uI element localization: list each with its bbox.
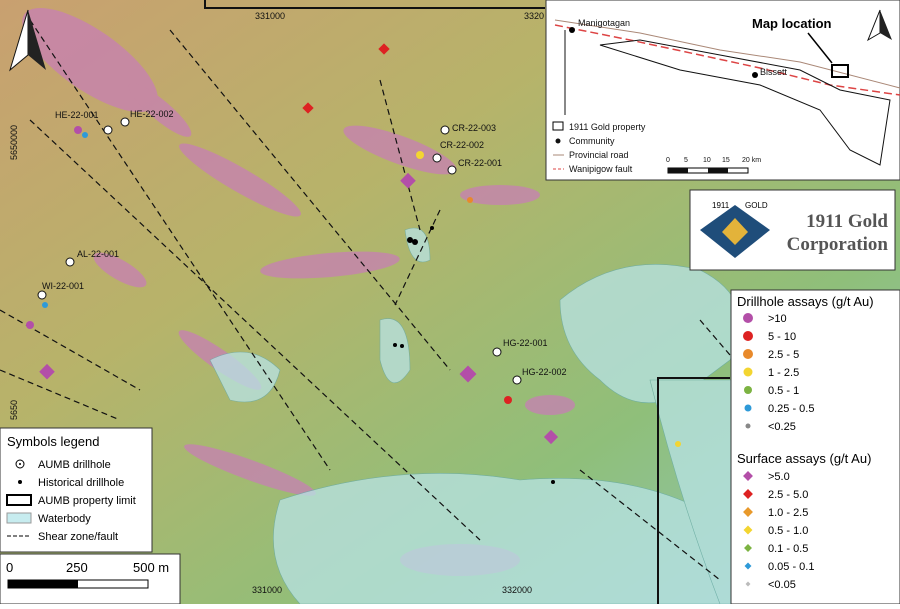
legend-item: 0.25 - 0.5 (768, 403, 814, 415)
legend-symbol (743, 331, 753, 341)
drillhole-label: HG-22-002 (522, 367, 567, 377)
legend-item: <0.25 (768, 421, 796, 433)
grid-label: 331000 (255, 11, 285, 21)
legend-item: <0.05 (768, 579, 796, 591)
symbols-legend: Symbols legend AUMB drillhole Historical… (0, 427, 153, 553)
legend-item: 2.5 - 5.0 (768, 489, 808, 501)
legend-title: Surface assays (g/t Au) (737, 451, 871, 466)
scale-label: 0 (666, 157, 670, 164)
grid-label: 3320 (524, 11, 544, 21)
legend-symbol (743, 507, 753, 517)
legend-title: Drillhole assays (g/t Au) (737, 294, 874, 309)
logo-text: 1911 (712, 201, 730, 210)
legend-symbol (745, 423, 751, 429)
company-name: Corporation (787, 234, 889, 255)
faults (0, 19, 761, 581)
legend-symbol (743, 489, 753, 499)
drillhole-collars (37, 117, 522, 385)
grid-label: 5650 (9, 400, 19, 420)
north-arrow (9, 9, 46, 72)
scale-label: 5 (684, 157, 688, 164)
scale-label: 15 (722, 157, 730, 164)
legend-item: 1 - 2.5 (768, 367, 799, 379)
legend-item: Shear zone/fault (38, 531, 118, 543)
legend-symbol (743, 367, 753, 377)
drillhole-label: WI-22-001 (42, 281, 84, 291)
legend-item: AUMB drillhole (38, 459, 111, 471)
legend-item: 5 - 10 (768, 331, 796, 343)
legend-title: Symbols legend (7, 434, 100, 449)
drillhole-label: CR-22-001 (458, 158, 502, 168)
scale-label: 0 (6, 560, 13, 575)
callout: Map location (752, 16, 832, 31)
scale-label: 20 km (742, 157, 761, 164)
drillhole-label: CR-22-002 (440, 140, 484, 150)
drillhole-label: HE-22-001 (55, 110, 99, 120)
legend-item: AUMB property limit (38, 495, 136, 507)
legend-item: >10 (768, 313, 787, 325)
legend-item: Provincial road (569, 150, 629, 160)
place-label: Manigotagan (578, 18, 630, 28)
scale-label: 250 (66, 560, 88, 575)
legend-item: 2.5 - 5 (768, 349, 799, 361)
legend-item: 1.0 - 2.5 (768, 507, 808, 519)
drillhole-label: HE-22-002 (130, 109, 174, 119)
drillhole-label: HG-22-001 (503, 338, 548, 348)
legend-item: Waterbody (38, 513, 91, 525)
legend-item: 0.1 - 0.5 (768, 543, 808, 555)
assay-legend: Drillhole assays (g/t Au) >10 5 - 10 2.5 -… (730, 289, 900, 605)
scale-label: 10 (703, 157, 711, 164)
legend-symbol (744, 386, 752, 394)
legend-item: 0.5 - 1 (768, 385, 799, 397)
inset-map: Manigotagan Bissett Map location 1911 Go… (545, 0, 900, 181)
drillhole-label: CR-22-003 (452, 123, 496, 133)
grid-label: 332000 (502, 585, 532, 595)
legend-symbol (743, 471, 753, 481)
legend-item: Wanipigow fault (569, 164, 633, 174)
legend-symbol (745, 581, 751, 587)
scale-bar: 0 250 500 m (0, 553, 181, 605)
drillhole-label: AL-22-001 (77, 249, 119, 259)
legend-symbol (743, 349, 753, 359)
drillhole-labels: HE-22-001 HE-22-002 CR-22-003 CR-22-002 … (42, 109, 567, 377)
logo: 1911 GOLD 1911 Gold Corporation (689, 189, 896, 271)
legend-item: 1911 Gold property (569, 122, 646, 132)
legend-item: Community (569, 136, 615, 146)
legend-item: Historical drillhole (38, 477, 124, 489)
legend-symbol (743, 525, 753, 535)
place-label: Bissett (760, 67, 788, 77)
legend-symbol (744, 404, 752, 412)
legend-symbol (744, 562, 752, 570)
property-limit (204, 0, 730, 604)
scale-label: 500 m (133, 560, 169, 575)
grid-labels: 331000 3320 5650000 5650 331000 332000 (9, 11, 544, 595)
logo-text: GOLD (745, 201, 768, 210)
grid-label: 5650000 (9, 125, 19, 160)
legend-item: 0.5 - 1.0 (768, 525, 808, 537)
legend-symbol (743, 313, 753, 323)
company-name: 1911 Gold (806, 211, 888, 232)
sample-points (26, 43, 681, 484)
grid-label: 331000 (252, 585, 282, 595)
legend-item: >5.0 (768, 471, 790, 483)
legend-item: 0.05 - 0.1 (768, 561, 814, 573)
